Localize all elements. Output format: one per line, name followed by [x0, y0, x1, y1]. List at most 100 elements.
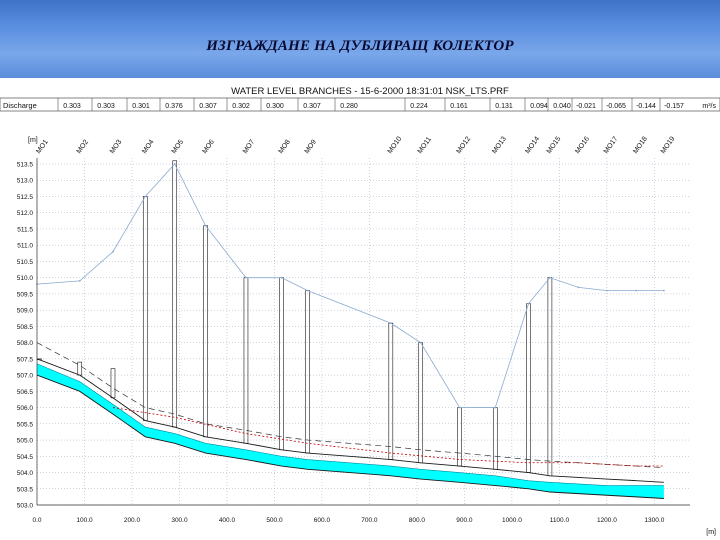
- discharge-value: 0.040: [553, 103, 571, 110]
- manhole-label: MO7: [242, 139, 256, 156]
- ground-point: [419, 341, 422, 344]
- grid: [36, 158, 690, 506]
- manhole-shaft: [457, 407, 462, 467]
- series-layer: [36, 160, 665, 499]
- discharge-value: 0.224: [410, 103, 428, 110]
- ground-point: [494, 406, 497, 409]
- discharge-label: Discharge: [3, 101, 37, 110]
- y-tick-label: 503.5: [17, 486, 34, 493]
- discharge-box: [0, 97, 720, 112]
- y-tick-label: 506.5: [17, 389, 34, 396]
- discharge-value: 0.302: [232, 103, 250, 110]
- x-tick-label: 100.0: [76, 517, 93, 524]
- ground-point: [549, 276, 551, 279]
- manhole-label: MO13: [491, 135, 508, 155]
- x-tick-label: 0.0: [32, 517, 41, 524]
- ground-point: [635, 289, 638, 292]
- manhole-shaft: [388, 322, 394, 460]
- manhole-label: MO12: [456, 135, 473, 155]
- ground-point: [112, 250, 114, 253]
- x-tick-label: 200.0: [124, 517, 141, 524]
- y-tick-label: 508.5: [17, 324, 34, 331]
- discharge-value: -0.157: [664, 103, 684, 110]
- chart-title: WATER LEVEL BRANCHES - 15-6-2000 18:31:0…: [231, 86, 509, 97]
- discharge-value: 0.161: [450, 103, 468, 110]
- manhole-shaft: [418, 342, 424, 464]
- manhole-label: MO18: [632, 135, 649, 155]
- axes: 513.5 513.0 512.5 512.0 511.5 511.0 510.5 510.0…: [17, 137, 716, 536]
- y-axis-label: [m]: [28, 137, 38, 144]
- ground-point: [306, 289, 309, 292]
- y-tick-label: 513.5: [17, 162, 34, 169]
- y-tick-label: 504.5: [17, 454, 34, 461]
- manhole-shaft: [305, 290, 310, 454]
- manhole-shaft: [243, 277, 249, 444]
- y-tick-label: 510.5: [17, 259, 34, 266]
- discharge-unit: m³/s: [702, 103, 716, 110]
- manhole-label: MO16: [574, 135, 591, 155]
- manhole-label: MO4: [141, 139, 155, 156]
- x-tick-label: 700.0: [361, 517, 378, 524]
- ground-point: [577, 286, 580, 289]
- discharge-value: 0.094: [530, 103, 548, 110]
- manhole-shaft: [110, 368, 116, 399]
- manhole-label: MO10: [387, 135, 404, 155]
- x-tick-label: 1200.0: [597, 517, 617, 524]
- discharge-value: 0.280: [340, 103, 358, 110]
- x-tick-label: 1300.0: [644, 517, 664, 524]
- manhole-label: MO3: [109, 139, 123, 156]
- discharge-value: 0.376: [165, 103, 183, 110]
- series-line-red: [112, 407, 664, 467]
- y-tick-label: 509.0: [17, 308, 34, 315]
- manhole-label: MO9: [304, 139, 318, 156]
- y-tick-label: 510.0: [17, 275, 34, 282]
- ground-point: [605, 289, 608, 292]
- ground-point: [458, 406, 461, 409]
- discharge-value: 0.300: [266, 103, 284, 110]
- x-tick-label: 1000.0: [502, 517, 522, 524]
- manhole-shaft: [172, 160, 178, 428]
- y-tick-label: 511.5: [17, 226, 33, 233]
- x-tick-label: 500.0: [266, 517, 283, 524]
- y-tick-label: 505.0: [17, 438, 34, 445]
- discharge-value: 0.307: [303, 103, 321, 110]
- manhole-shaft: [203, 225, 208, 438]
- y-tick-label: 512.0: [17, 210, 34, 217]
- series-line-ground: [36, 163, 664, 408]
- ground-point: [204, 224, 207, 227]
- y-tick-label: 507.0: [17, 373, 34, 380]
- manhole-label: MO19: [660, 135, 677, 155]
- discharge-row: Discharge 0.303 0.303 0.301 0.376 0.307 0.302 0…: [0, 97, 720, 112]
- ground-point: [389, 322, 392, 325]
- manhole-label: MO11: [417, 136, 433, 155]
- y-tick-label: 513.0: [17, 178, 34, 185]
- ground-point: [280, 276, 283, 279]
- manhole-label: MO17: [603, 135, 620, 155]
- ground-point: [78, 280, 81, 282]
- manhole-label: MO15: [546, 135, 563, 155]
- ground-point: [662, 289, 665, 292]
- ground-point: [144, 195, 147, 198]
- manhole-label: MO8: [277, 139, 291, 156]
- x-tick-label: 1100.0: [550, 517, 570, 524]
- slide-title: ИЗГРАЖДАНЕ НА ДУБЛИРАЩ КОЛЕКТОР: [206, 38, 514, 54]
- y-tick-label: 506.0: [17, 405, 34, 412]
- water-level-chart: WATER LEVEL BRANCHES - 15-6-2000 18:31:0…: [0, 86, 720, 536]
- discharge-value: 0.307: [199, 103, 217, 110]
- discharge-value: 0.303: [63, 103, 81, 110]
- series-line-dashed: [36, 342, 664, 469]
- discharge-value: 0.301: [132, 103, 150, 110]
- y-tick-label: 508.0: [17, 340, 34, 347]
- x-tick-label: 600.0: [314, 517, 331, 524]
- series-line-water: [36, 363, 664, 486]
- x-tick-label: 800.0: [409, 517, 426, 524]
- discharge-value: -0.065: [606, 103, 626, 110]
- y-tick-label: 505.5: [17, 421, 34, 428]
- series-line-pipe_bottom: [36, 374, 664, 499]
- x-tick-label: 900.0: [456, 517, 473, 524]
- manhole-shaft: [492, 407, 498, 470]
- discharge-value: -0.144: [636, 103, 656, 110]
- manhole-shaft: [77, 361, 83, 376]
- x-tick-label: 300.0: [171, 517, 188, 524]
- ground-point: [527, 302, 530, 305]
